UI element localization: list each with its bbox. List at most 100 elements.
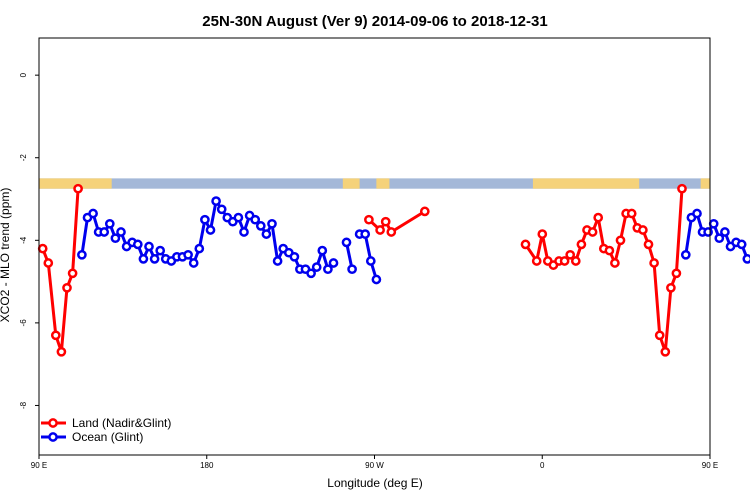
- y-tick-label: 0: [19, 72, 28, 77]
- data-point: [720, 227, 730, 237]
- y-axis-label: XCO2 - MLO trend (ppm): [0, 188, 12, 323]
- legend: Land (Nadir&Glint)Ocean (Glint): [41, 416, 171, 444]
- data-point: [520, 239, 531, 250]
- data-point: [604, 245, 615, 256]
- data-point: [144, 241, 154, 252]
- data-point: [77, 249, 87, 260]
- legend-marker: [48, 432, 58, 442]
- data-point: [708, 218, 719, 229]
- data-point: [88, 208, 98, 219]
- y-tick-label: -8: [19, 401, 28, 409]
- x-tick-label: 90 E: [702, 461, 718, 470]
- data-point: [306, 268, 316, 279]
- y-axis: 0 -2 -4 -6 -8: [19, 72, 39, 409]
- data-point: [317, 245, 328, 256]
- data-point: [677, 183, 687, 194]
- x-axis-label: Longitude (deg E): [327, 476, 422, 490]
- data-point: [56, 346, 67, 357]
- chart-title: 25N-30N August (Ver 9) 2014-09-06 to 201…: [202, 13, 547, 30]
- data-point: [660, 346, 671, 357]
- data-point: [104, 218, 115, 229]
- data-point: [347, 264, 357, 275]
- data-point: [138, 254, 149, 264]
- data-point: [615, 235, 626, 246]
- data-point: [323, 264, 333, 275]
- data-point: [419, 206, 430, 217]
- data-point: [132, 239, 143, 250]
- data-point: [43, 258, 54, 268]
- data-point: [62, 282, 72, 293]
- data-point: [587, 227, 598, 237]
- data-point: [638, 225, 648, 235]
- data-point: [239, 227, 249, 237]
- data-point: [375, 225, 385, 235]
- y-tick-label: -2: [19, 154, 28, 162]
- band-land: [39, 178, 112, 189]
- data-point: [261, 229, 272, 239]
- data-point: [341, 237, 352, 248]
- data-point: [289, 251, 300, 262]
- data-point: [643, 239, 654, 250]
- data-point: [116, 227, 126, 237]
- x-axis: 90 E 180 90 W 0 90 E: [31, 455, 718, 470]
- x-tick-label: 180: [200, 461, 214, 470]
- data-point: [149, 254, 160, 264]
- data-point: [576, 239, 587, 250]
- legend-marker: [48, 418, 58, 428]
- data-point: [365, 256, 376, 266]
- data-point: [692, 208, 702, 219]
- data-point: [255, 221, 266, 231]
- data-point: [671, 268, 682, 279]
- data-point: [233, 212, 244, 223]
- data-point: [110, 233, 121, 244]
- data-point: [537, 229, 548, 239]
- data-point: [155, 245, 166, 256]
- data-point: [360, 229, 371, 239]
- x-tick-label: 0: [540, 461, 545, 470]
- band-land: [532, 178, 640, 189]
- data-point: [328, 258, 339, 268]
- series-layer: [37, 183, 750, 357]
- data-point: [250, 214, 261, 225]
- data-point: [364, 214, 374, 225]
- data-point: [194, 243, 205, 254]
- data-point: [626, 208, 637, 219]
- data-point: [593, 212, 604, 223]
- data-point: [680, 249, 691, 260]
- data-point: [380, 216, 391, 227]
- data-point: [188, 258, 199, 268]
- data-point: [267, 218, 277, 229]
- data-point: [73, 183, 83, 194]
- band-ocean: [39, 178, 710, 189]
- x-tick-label: 90 E: [31, 461, 47, 470]
- data-point: [559, 256, 570, 266]
- data-point: [570, 256, 581, 266]
- series-line: [524, 188, 684, 354]
- data-point: [649, 258, 659, 268]
- band-land: [376, 178, 390, 189]
- series-1: [77, 196, 750, 285]
- band-land: [342, 178, 360, 189]
- data-point: [37, 243, 48, 254]
- legend-label: Ocean (Glint): [72, 430, 143, 444]
- data-point: [666, 282, 676, 293]
- data-point: [67, 268, 78, 279]
- data-point: [183, 249, 193, 260]
- band-land: [700, 178, 710, 189]
- data-point: [311, 262, 322, 272]
- y-tick-label: -6: [19, 319, 28, 327]
- data-point: [610, 258, 620, 268]
- series-line: [359, 232, 378, 280]
- data-point: [386, 227, 397, 237]
- data-point: [531, 256, 542, 266]
- data-point: [205, 225, 216, 235]
- data-point: [200, 214, 210, 225]
- data-point: [654, 330, 665, 341]
- surface-band: [39, 178, 710, 189]
- data-point: [50, 330, 61, 341]
- data-point: [371, 274, 382, 285]
- data-point: [742, 254, 750, 264]
- data-point: [714, 233, 725, 244]
- series-0: [37, 183, 687, 357]
